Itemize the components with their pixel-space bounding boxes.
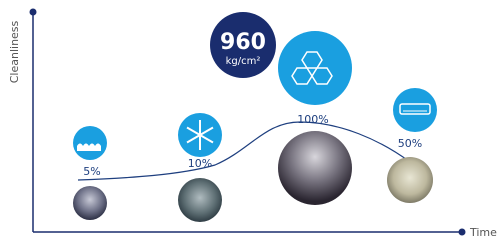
photo xyxy=(178,178,222,222)
y-axis-label: Cleanliness xyxy=(8,20,21,83)
stage-label: 10% xyxy=(188,157,212,170)
photo xyxy=(278,131,352,205)
badge-value: 960 xyxy=(220,30,266,55)
trend-curve xyxy=(78,122,410,180)
photo xyxy=(73,186,107,220)
badge-unit: kg/cm² xyxy=(226,56,261,67)
axis-dot xyxy=(459,229,466,236)
axis-dot xyxy=(30,9,37,16)
stage-label: 5% xyxy=(83,165,100,178)
icon-circle xyxy=(73,126,107,160)
infographic: Cleanliness Time 960 kg/cm² 5% 10% 100% … xyxy=(0,0,500,241)
photo xyxy=(387,157,433,203)
x-axis-label: Time xyxy=(469,226,497,239)
stage-label: 50% xyxy=(398,137,422,150)
stage-label: 100% xyxy=(297,113,328,126)
